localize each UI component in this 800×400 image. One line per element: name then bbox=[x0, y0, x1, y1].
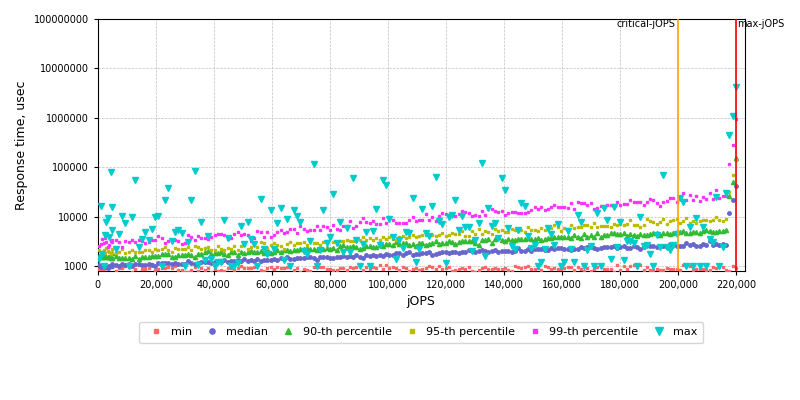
median bbox=[107, 264, 117, 268]
95-th percentile bbox=[200, 246, 210, 250]
90-th percentile bbox=[106, 256, 115, 260]
max bbox=[702, 264, 711, 268]
90-th percentile bbox=[678, 229, 688, 234]
99-th percentile bbox=[678, 191, 688, 196]
Legend: min, median, 90-th percentile, 95-th percentile, 99-th percentile, max: min, median, 90-th percentile, 95-th per… bbox=[139, 322, 703, 343]
median bbox=[94, 263, 104, 268]
min bbox=[256, 268, 266, 272]
median bbox=[118, 262, 127, 267]
min bbox=[114, 266, 124, 270]
min bbox=[94, 266, 104, 271]
99-th percentile bbox=[94, 243, 104, 248]
90-th percentile bbox=[114, 256, 124, 261]
median bbox=[731, 183, 741, 188]
Line: max: max bbox=[96, 84, 738, 269]
min bbox=[682, 264, 691, 269]
min bbox=[203, 265, 213, 270]
Line: median: median bbox=[98, 184, 738, 270]
90-th percentile bbox=[702, 227, 711, 232]
median bbox=[678, 244, 688, 249]
95-th percentile bbox=[253, 245, 262, 250]
max bbox=[98, 264, 108, 268]
95-th percentile bbox=[107, 247, 117, 252]
95-th percentile bbox=[702, 218, 711, 223]
X-axis label: jOPS: jOPS bbox=[406, 296, 436, 308]
99-th percentile bbox=[253, 228, 262, 233]
max bbox=[200, 258, 210, 263]
Text: max-jOPS: max-jOPS bbox=[738, 19, 785, 29]
Line: 90-th percentile: 90-th percentile bbox=[97, 156, 738, 261]
95-th percentile bbox=[106, 252, 115, 257]
90-th percentile bbox=[200, 249, 210, 254]
95-th percentile bbox=[678, 218, 688, 223]
90-th percentile bbox=[134, 256, 143, 261]
95-th percentile bbox=[94, 248, 104, 252]
max bbox=[731, 84, 741, 89]
median bbox=[702, 242, 711, 247]
min bbox=[705, 267, 714, 272]
99-th percentile bbox=[702, 197, 711, 202]
max bbox=[107, 228, 117, 232]
99-th percentile bbox=[114, 240, 124, 244]
median bbox=[200, 260, 210, 264]
90-th percentile bbox=[94, 254, 104, 258]
max bbox=[118, 214, 127, 219]
99-th percentile bbox=[200, 235, 210, 240]
median bbox=[103, 266, 113, 270]
min bbox=[731, 266, 741, 271]
90-th percentile bbox=[253, 250, 262, 254]
95-th percentile bbox=[731, 158, 741, 162]
min bbox=[106, 265, 115, 270]
95-th percentile bbox=[118, 246, 127, 251]
99-th percentile bbox=[106, 238, 115, 243]
90-th percentile bbox=[731, 156, 741, 160]
Line: 95-th percentile: 95-th percentile bbox=[98, 158, 738, 256]
min bbox=[147, 262, 157, 266]
max bbox=[678, 200, 688, 204]
99-th percentile bbox=[731, 116, 741, 121]
99-th percentile bbox=[118, 244, 127, 249]
max bbox=[94, 257, 104, 262]
Line: min: min bbox=[98, 263, 738, 274]
median bbox=[253, 257, 262, 262]
Y-axis label: Response time, usec: Response time, usec bbox=[15, 80, 28, 210]
max bbox=[253, 264, 262, 268]
min bbox=[180, 270, 190, 275]
Text: critical-jOPS: critical-jOPS bbox=[616, 19, 675, 29]
Line: 99-th percentile: 99-th percentile bbox=[98, 118, 738, 248]
